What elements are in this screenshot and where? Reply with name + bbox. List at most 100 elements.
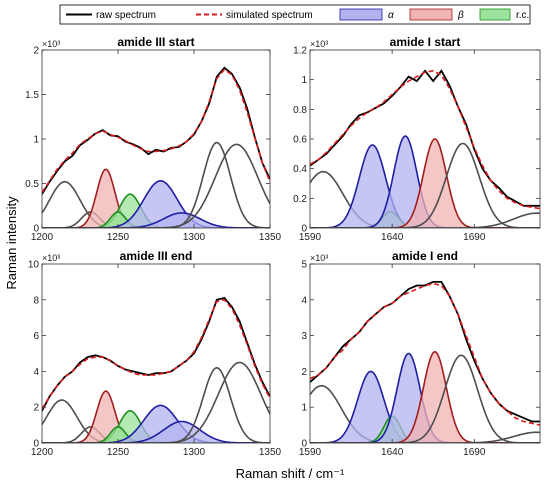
band-fill-alpha bbox=[310, 145, 540, 228]
x-tick-label: 1250 bbox=[107, 232, 130, 243]
x-tick-label: 1300 bbox=[183, 447, 206, 458]
band-other bbox=[42, 141, 270, 228]
y-tick-label: 1.5 bbox=[25, 90, 39, 101]
raw-spectrum-line bbox=[42, 296, 270, 412]
y-tick-label: 10 bbox=[28, 260, 40, 271]
panel-title: amide I end bbox=[392, 249, 458, 263]
y-tick-label: 0.4 bbox=[293, 164, 307, 175]
y-tick-label: 0.8 bbox=[293, 105, 307, 116]
legend-swatch bbox=[339, 8, 383, 21]
band-fill-alpha bbox=[42, 180, 270, 228]
panel: 1200 1250 1300 1350 0 0.5 1 1.5 2×10³ amide III s… bbox=[25, 35, 281, 243]
y-multiplier: ×10³ bbox=[310, 39, 328, 49]
legend-item: β bbox=[409, 8, 464, 21]
x-tick-label: 1690 bbox=[463, 447, 486, 458]
panel: 1590 1640 1690 0 1 2 3 4 5×10³ amide I end bbox=[299, 249, 541, 458]
x-tick-label: 1640 bbox=[381, 447, 404, 458]
legend-label: β bbox=[457, 10, 464, 21]
y-tick-label: 0.2 bbox=[293, 194, 307, 205]
y-multiplier: ×10³ bbox=[310, 253, 328, 263]
y-tick-label: 0 bbox=[33, 224, 39, 235]
band-fill-alpha bbox=[310, 371, 540, 443]
panel-title: amide I start bbox=[390, 35, 461, 49]
band-fill-alpha bbox=[42, 212, 270, 228]
simulated-spectrum-line bbox=[42, 298, 270, 410]
band-beta bbox=[42, 390, 270, 443]
panel: 1590 1640 1690 0 0.2 0.4 0.6 0.8 1 1.2×10³ amide I… bbox=[293, 35, 541, 243]
band-other bbox=[310, 431, 540, 443]
legend-item: raw spectrum bbox=[66, 10, 156, 21]
band-other bbox=[310, 170, 540, 228]
band-beta bbox=[310, 350, 540, 443]
x-tick-label: 1350 bbox=[259, 232, 282, 243]
y-multiplier: ×10³ bbox=[42, 39, 60, 49]
legend-item: α bbox=[339, 8, 394, 21]
y-tick-label: 1 bbox=[33, 135, 39, 146]
legend-label: α bbox=[388, 10, 394, 21]
band-other bbox=[42, 361, 270, 443]
y-tick-label: 0 bbox=[301, 224, 307, 235]
y-tick-label: 2 bbox=[33, 403, 39, 414]
band-other bbox=[310, 354, 540, 443]
x-tick-label: 1250 bbox=[107, 447, 130, 458]
y-tick-label: 1.2 bbox=[293, 46, 307, 57]
band-other bbox=[42, 426, 270, 443]
x-tick-label: 1590 bbox=[299, 447, 322, 458]
x-tick-label: 1350 bbox=[259, 447, 282, 458]
y-tick-label: 1 bbox=[301, 403, 307, 414]
legend-label: simulated spectrum bbox=[226, 10, 313, 21]
x-tick-label: 1200 bbox=[31, 447, 54, 458]
band-other bbox=[42, 399, 270, 443]
legend-item: simulated spectrum bbox=[196, 10, 313, 21]
legend: raw spectrum simulated spectrum α β r.c. bbox=[59, 4, 531, 25]
y-tick-label: 6 bbox=[33, 331, 39, 342]
x-tick-label: 1690 bbox=[463, 232, 486, 243]
y-tick-label: 5 bbox=[301, 260, 307, 271]
axes-frame bbox=[41, 263, 271, 444]
y-tick-label: 8 bbox=[33, 295, 39, 306]
panel-title: amide III end bbox=[120, 249, 193, 263]
panel: 1200 1250 1300 1350 0 2 4 6 8 10×10³ amide III end bbox=[28, 249, 282, 458]
legend-swatch bbox=[409, 8, 453, 21]
band-alpha bbox=[42, 404, 270, 443]
x-tick-label: 1640 bbox=[381, 232, 404, 243]
raw-spectrum-line bbox=[310, 281, 540, 423]
x-tick-label: 1300 bbox=[183, 232, 206, 243]
y-tick-label: 1 bbox=[301, 75, 307, 86]
y-tick-label: 4 bbox=[33, 367, 39, 378]
legend-label: raw spectrum bbox=[96, 10, 156, 21]
band-alpha bbox=[42, 179, 270, 228]
x-tick-label: 1590 bbox=[299, 232, 322, 243]
band-beta bbox=[310, 138, 540, 228]
y-multiplier: ×10³ bbox=[42, 253, 60, 263]
axes-frame bbox=[309, 263, 541, 444]
y-tick-label: 0 bbox=[301, 439, 307, 450]
band-other bbox=[42, 180, 270, 228]
band-fill-beta bbox=[310, 139, 540, 228]
y-tick-label: 0 bbox=[33, 439, 39, 450]
band-fill-alpha bbox=[42, 421, 270, 443]
band-alpha bbox=[42, 420, 270, 443]
y-tick-label: 3 bbox=[301, 331, 307, 342]
y-tick-label: 0.5 bbox=[25, 179, 39, 190]
band-fill-beta bbox=[310, 351, 540, 443]
y-tick-label: 4 bbox=[301, 295, 307, 306]
x-tick-label: 1200 bbox=[31, 232, 54, 243]
y-axis-label: Raman intensity bbox=[4, 196, 19, 290]
band-alpha bbox=[310, 370, 540, 443]
simulated-spectrum-line bbox=[42, 68, 270, 193]
y-tick-label: 0.6 bbox=[293, 135, 307, 146]
band-other bbox=[42, 211, 270, 228]
band-other bbox=[42, 366, 270, 443]
simulated-spectrum-line bbox=[310, 69, 540, 210]
band-fill-alpha bbox=[42, 405, 270, 443]
legend-label: r.c. bbox=[516, 10, 529, 21]
band-beta bbox=[42, 168, 270, 228]
band-alpha bbox=[310, 144, 540, 228]
legend-swatch bbox=[479, 8, 511, 21]
y-tick-label: 2 bbox=[301, 367, 307, 378]
panel-title: amide III start bbox=[117, 35, 194, 49]
x-axis-label: Raman shift / cm⁻¹ bbox=[236, 466, 345, 481]
